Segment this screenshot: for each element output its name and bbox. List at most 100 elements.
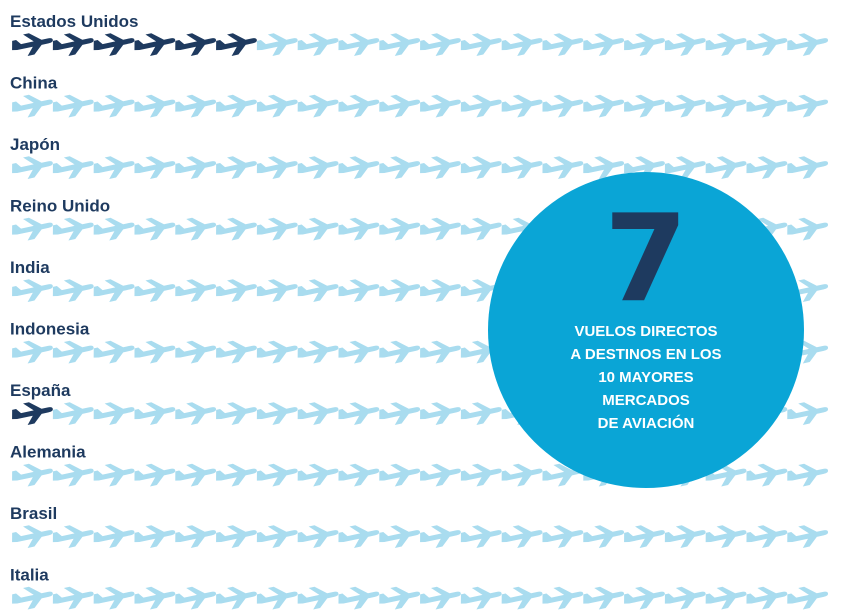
airplane-icon-empty	[216, 94, 257, 118]
airplane-icon-empty	[746, 94, 788, 118]
airplane-icon-empty	[420, 33, 461, 56]
category-label: Reino Unido	[10, 197, 110, 216]
airplane-icon-empty	[12, 279, 53, 302]
airplane-icon-empty	[338, 402, 380, 425]
airplane-icon-empty	[52, 586, 94, 610]
airplane-icon-empty	[501, 463, 543, 487]
airplane-icon-empty	[420, 586, 461, 610]
category-label: Estados Unidos	[10, 12, 138, 31]
airplane-icon-empty	[338, 525, 380, 548]
airplane-icon-empty	[705, 525, 747, 548]
airplane-icon-empty	[746, 525, 788, 548]
category-row: Brasil	[10, 504, 829, 548]
bubble-caption-line: A DESTINOS EN LOS	[570, 346, 721, 363]
airplane-icon-empty	[787, 279, 829, 302]
category-row: Japón	[10, 135, 829, 179]
airplane-icon-filled	[93, 33, 135, 56]
airplane-icon-empty	[216, 402, 257, 425]
airplane-icon-empty	[379, 156, 421, 179]
airplane-icon-empty	[256, 402, 298, 425]
category-label: India	[10, 258, 50, 277]
airplane-icon-empty	[256, 463, 298, 487]
airplane-icon-empty	[52, 402, 94, 425]
airplane-icon-empty	[624, 525, 665, 548]
airplane-icon-empty	[338, 33, 380, 56]
airplane-icon-empty	[379, 463, 421, 487]
airplane-icon-empty	[379, 340, 421, 364]
airplane-icon-empty	[705, 586, 747, 610]
airplane-icon-empty	[501, 217, 543, 241]
airplane-icon-empty	[501, 33, 543, 56]
airplane-icon-empty	[93, 156, 135, 179]
airplane-icon-empty	[12, 586, 53, 610]
airplane-icon-empty	[134, 156, 176, 179]
airplane-icon-empty	[297, 586, 339, 610]
airplane-icon-empty	[256, 94, 298, 118]
airplane-icon-empty	[746, 463, 788, 487]
airplane-icon-empty	[664, 586, 706, 610]
airplane-icon-empty	[216, 340, 257, 364]
airplane-icon-empty	[583, 586, 625, 610]
airplane-icon-empty	[297, 156, 339, 179]
airplane-icon-empty	[624, 586, 665, 610]
airplane-icon-empty	[379, 94, 421, 118]
airplane-icon-empty	[52, 217, 94, 241]
airplane-icon-empty	[175, 94, 217, 118]
airplane-icon-empty	[12, 94, 53, 118]
airplane-icon-empty	[420, 156, 461, 179]
airplane-icon-empty	[216, 586, 257, 610]
airplane-icon-empty	[175, 217, 217, 241]
airplane-icon-empty	[542, 525, 584, 548]
category-label: Japón	[10, 135, 60, 154]
airplane-icon-empty	[338, 156, 380, 179]
airplane-icon-empty	[216, 156, 257, 179]
airplane-icon-empty	[52, 279, 94, 302]
airplane-icon-empty	[12, 340, 53, 364]
category-label: Alemania	[10, 443, 86, 462]
airplane-icon-empty	[460, 279, 502, 302]
airplane-icon-empty	[624, 156, 665, 179]
airplane-icon-empty	[52, 463, 94, 487]
airplane-icon-empty	[583, 525, 625, 548]
airplane-icon-empty	[93, 402, 135, 425]
airplane-icon-empty	[256, 586, 298, 610]
airplane-icon-empty	[460, 402, 502, 425]
airplane-icon-empty	[338, 586, 380, 610]
airplane-icon-empty	[787, 402, 829, 425]
airplane-icon-empty	[93, 340, 135, 364]
airplane-icon-empty	[134, 463, 176, 487]
airplane-icon-empty	[460, 94, 502, 118]
airplane-icon-empty	[501, 586, 543, 610]
airplane-icon-empty	[297, 94, 339, 118]
airplane-icon-empty	[297, 340, 339, 364]
airplane-icon-empty	[256, 33, 298, 56]
airplane-icon-empty	[746, 156, 788, 179]
bubble-caption-line: 10 MAYORES	[598, 369, 693, 386]
airplane-icon-empty	[297, 217, 339, 241]
bubble-caption-line: VUELOS DIRECTOS	[574, 323, 717, 340]
airplane-icon-empty	[12, 525, 53, 548]
airplane-icon-empty	[216, 217, 257, 241]
airplane-icon-empty	[787, 463, 829, 487]
airplane-icon-empty	[624, 94, 665, 118]
airplane-icon-empty	[338, 463, 380, 487]
airplane-icon-filled	[134, 33, 176, 56]
airplane-icon-empty	[420, 402, 461, 425]
airplane-icon-empty	[297, 33, 339, 56]
airplane-icon-empty	[664, 33, 706, 56]
airplane-icon-empty	[787, 156, 829, 179]
airplane-icon-empty	[420, 279, 461, 302]
airplane-icon-empty	[420, 217, 461, 241]
airplane-icon-empty	[746, 33, 788, 56]
airplane-icon-filled	[216, 33, 257, 56]
airplane-icon-empty	[460, 33, 502, 56]
airplane-icon-empty	[787, 340, 829, 364]
airplane-icon-empty	[216, 279, 257, 302]
airplane-icon-empty	[93, 525, 135, 548]
airplane-icon-empty	[420, 340, 461, 364]
airplane-icon-empty	[542, 156, 584, 179]
airplane-icon-empty	[175, 340, 217, 364]
airplane-icon-empty	[52, 156, 94, 179]
airplane-icon-empty	[93, 94, 135, 118]
